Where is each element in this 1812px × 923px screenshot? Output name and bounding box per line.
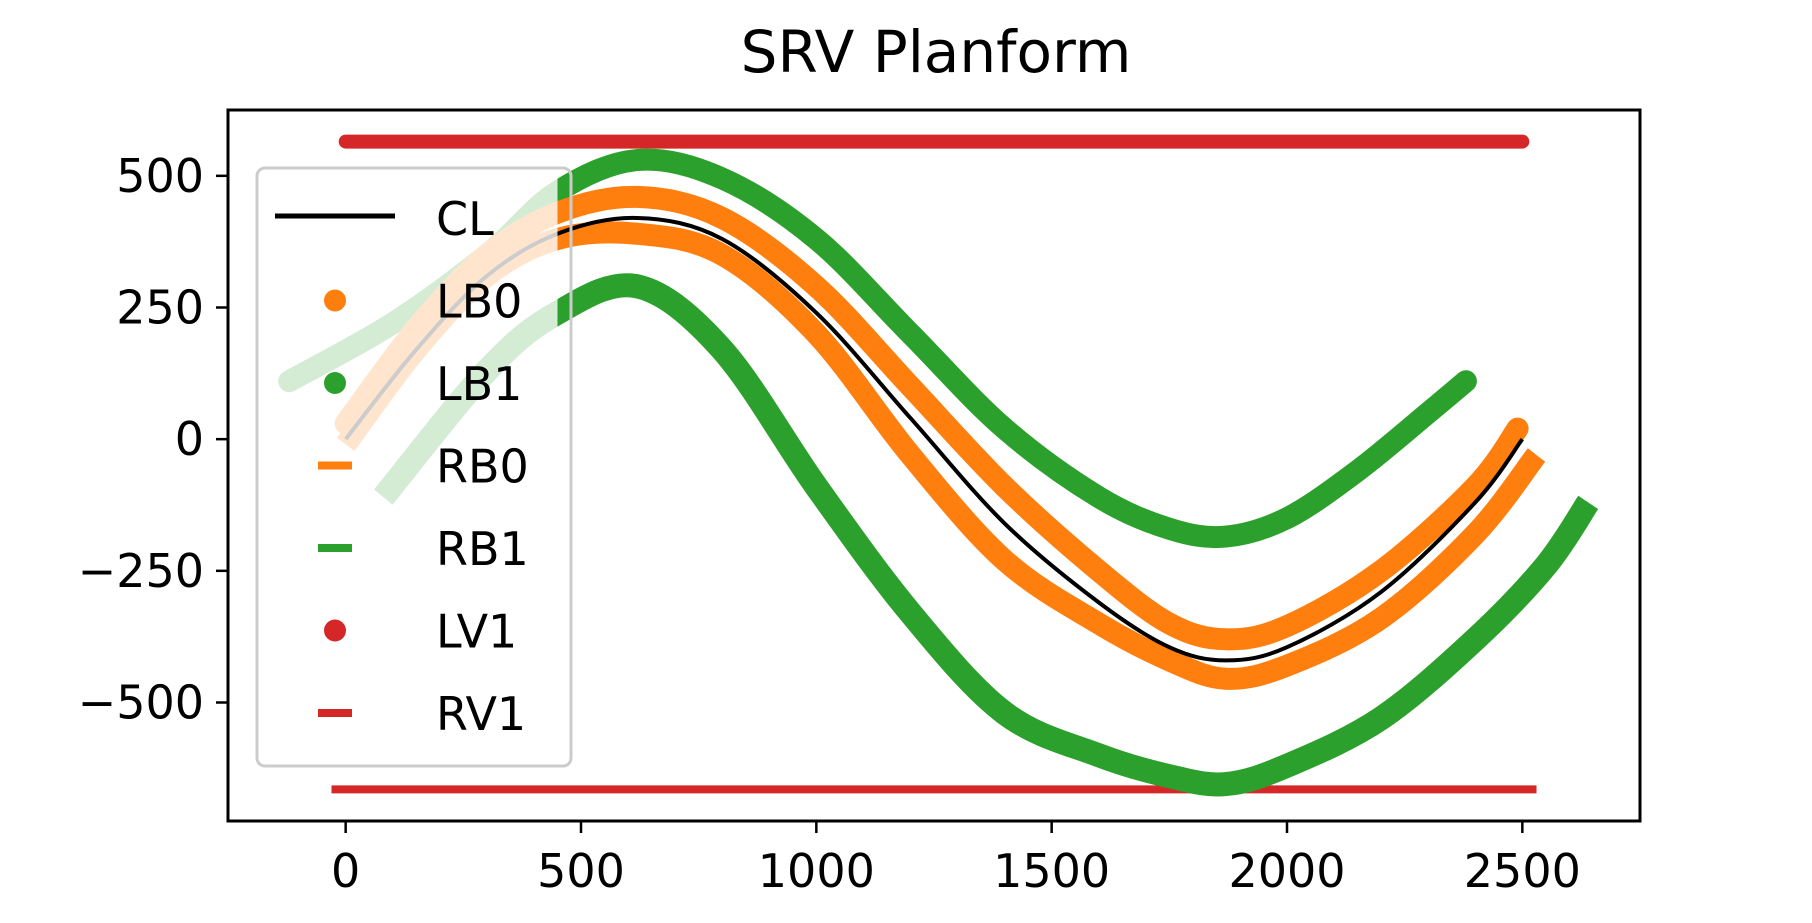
x-tick-label: 2500 <box>1464 844 1581 898</box>
legend-lv1-label: LV1 <box>436 605 517 659</box>
chart-title: SRV Planform <box>741 18 1132 86</box>
legend-cl-label: CL <box>436 192 494 246</box>
y-tick-label: 250 <box>116 281 204 335</box>
legend-background <box>257 168 558 766</box>
legend-lb1-label: LB1 <box>436 357 522 411</box>
x-tick-label: 0 <box>331 844 360 898</box>
legend-lv1-swatch <box>324 619 346 642</box>
legend-rb0-label: RB0 <box>436 440 529 494</box>
y-tick-label: 500 <box>116 149 204 203</box>
legend: CL LB0 LB1 RB0 RB1 LV1 RV1 <box>255 166 573 768</box>
y-tick-label: 0 <box>175 412 204 466</box>
y-tick-label: −250 <box>78 544 204 598</box>
plot-layer <box>257 134 1599 797</box>
legend-lb0-swatch <box>324 289 346 312</box>
legend-rv1-label: RV1 <box>436 687 526 741</box>
legend-lb1-swatch <box>324 372 346 394</box>
x-tick-label: 2000 <box>1228 844 1345 898</box>
x-tick-label: 500 <box>537 844 625 898</box>
legend-shade <box>257 168 558 766</box>
x-tick-label: 1500 <box>993 844 1110 898</box>
legend-frame <box>255 166 573 768</box>
plot-frame <box>226 108 1642 823</box>
legend-rb1-label: RB1 <box>436 522 529 576</box>
x-tick-label: 1000 <box>758 844 875 898</box>
series-rb1-line <box>374 273 1599 797</box>
y-tick-label: −500 <box>78 676 204 730</box>
legend-lb0-label: LB0 <box>436 275 522 329</box>
